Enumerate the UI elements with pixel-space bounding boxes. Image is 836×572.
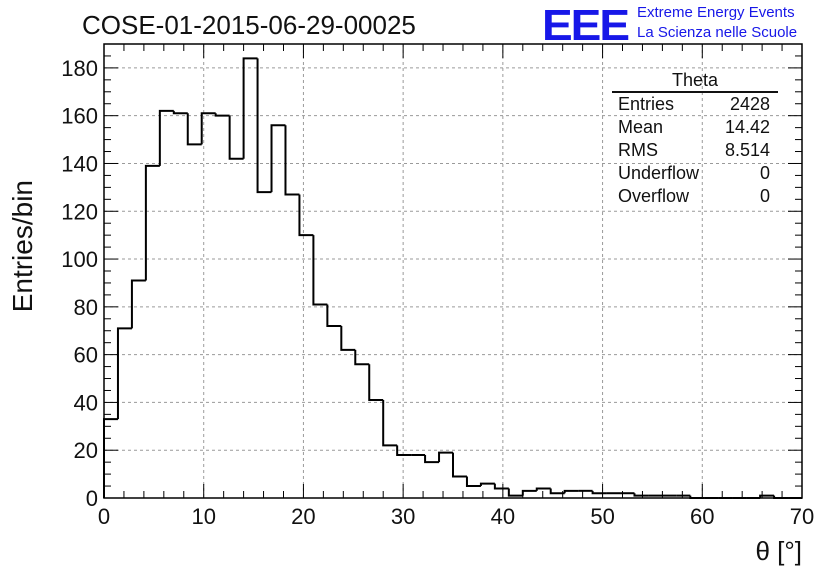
histogram-bin bbox=[452, 452, 467, 478]
stats-box: Theta Entries 2428 Mean 14.42 RMS 8.514 … bbox=[612, 70, 778, 208]
y-tick-label: 40 bbox=[74, 390, 98, 415]
histogram-bin bbox=[270, 124, 286, 193]
histogram-bin bbox=[158, 109, 174, 166]
stats-label: Mean bbox=[618, 117, 664, 137]
histogram-bin bbox=[368, 364, 384, 402]
x-tick-label: 10 bbox=[191, 504, 215, 529]
histogram-bin bbox=[298, 194, 314, 237]
histogram-bin bbox=[312, 235, 328, 306]
y-tick-label: 20 bbox=[74, 438, 98, 463]
histogram-bin bbox=[144, 164, 160, 281]
histogram-bin bbox=[200, 112, 216, 145]
histogram-bin bbox=[535, 487, 551, 491]
histogram-bin bbox=[759, 494, 775, 498]
histogram-bin bbox=[493, 483, 509, 490]
histogram-bin bbox=[256, 58, 272, 194]
histogram-bin bbox=[591, 490, 607, 495]
stats-value: 8.514 bbox=[724, 140, 770, 160]
y-tick-label: 100 bbox=[61, 247, 98, 272]
stats-label: Underflow bbox=[618, 163, 700, 183]
stats-value: 2428 bbox=[729, 94, 770, 114]
stats-row-underflow: Underflow 0 bbox=[612, 162, 778, 185]
x-tick-label: 60 bbox=[690, 504, 714, 529]
y-tick-label: 80 bbox=[74, 295, 98, 320]
axis-ticks bbox=[103, 43, 803, 499]
chart-title: COSE-01-2015-06-29-00025 bbox=[82, 10, 416, 40]
histogram-bin bbox=[521, 489, 537, 496]
y-tick-label: 180 bbox=[61, 56, 98, 81]
stats-label: RMS bbox=[618, 140, 658, 160]
histogram-bin bbox=[424, 454, 440, 464]
histogram-bin bbox=[116, 327, 132, 420]
stats-row-overflow: Overflow 0 bbox=[612, 185, 778, 208]
histogram-bin bbox=[354, 349, 370, 366]
stats-row-entries: Entries 2428 bbox=[612, 93, 778, 116]
histogram-bin bbox=[438, 451, 453, 463]
y-axis-label: Entries/bin bbox=[7, 180, 38, 312]
stats-value: 0 bbox=[759, 186, 770, 206]
x-tick-label: 40 bbox=[491, 504, 515, 529]
y-tick-label: 120 bbox=[61, 199, 98, 224]
y-tick-label: 140 bbox=[61, 151, 98, 176]
grid-lines bbox=[104, 44, 802, 498]
histogram-series bbox=[103, 57, 802, 499]
stats-label: Overflow bbox=[618, 186, 690, 206]
stats-value: 14.42 bbox=[724, 117, 770, 137]
y-tick-labels: 0 20 40 60 80 100 120 140 160 180 bbox=[61, 56, 98, 511]
histogram-bin bbox=[507, 488, 523, 497]
y-tick-label: 60 bbox=[74, 343, 98, 368]
x-tick-label: 30 bbox=[391, 504, 415, 529]
eee-logo: EEE bbox=[542, 0, 630, 50]
histogram-bin bbox=[130, 279, 146, 329]
stats-value: 0 bbox=[759, 163, 770, 183]
histogram-bin bbox=[186, 113, 202, 146]
histogram-bin bbox=[172, 110, 188, 115]
logo-subtitle-2: La Scienza nelle Scuole bbox=[637, 24, 798, 41]
x-tick-label: 0 bbox=[98, 504, 110, 529]
histogram-bin bbox=[214, 113, 230, 117]
stats-row-mean: Mean 14.42 bbox=[612, 116, 778, 139]
stats-title: Theta bbox=[612, 70, 778, 93]
stats-row-rms: RMS 8.514 bbox=[612, 139, 778, 162]
histogram-bin bbox=[633, 493, 649, 497]
histogram-bin bbox=[284, 125, 300, 196]
histogram-bin bbox=[396, 445, 412, 456]
histogram-bin bbox=[382, 400, 398, 447]
y-tick-label: 0 bbox=[86, 486, 98, 511]
stats-label: Entries bbox=[618, 94, 675, 114]
histogram-bin bbox=[242, 57, 258, 159]
y-tick-label: 160 bbox=[61, 104, 98, 129]
histogram-bin bbox=[340, 325, 356, 351]
histogram-bin bbox=[228, 115, 244, 160]
x-tick-label: 50 bbox=[590, 504, 614, 529]
x-tick-label: 70 bbox=[790, 504, 814, 529]
x-axis-label: θ [°] bbox=[755, 536, 802, 566]
x-tick-labels: 0 10 20 30 40 50 60 70 bbox=[98, 504, 814, 529]
histogram-bin bbox=[479, 482, 495, 487]
x-tick-label: 20 bbox=[291, 504, 315, 529]
histogram-bin bbox=[465, 476, 481, 488]
logo-subtitle-1: Extreme Energy Events bbox=[637, 4, 795, 21]
histogram-bin bbox=[563, 489, 579, 494]
histogram-bin bbox=[549, 488, 565, 495]
histogram-bin bbox=[326, 304, 342, 327]
